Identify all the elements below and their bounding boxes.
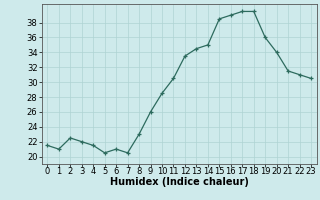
X-axis label: Humidex (Indice chaleur): Humidex (Indice chaleur) [110, 177, 249, 187]
